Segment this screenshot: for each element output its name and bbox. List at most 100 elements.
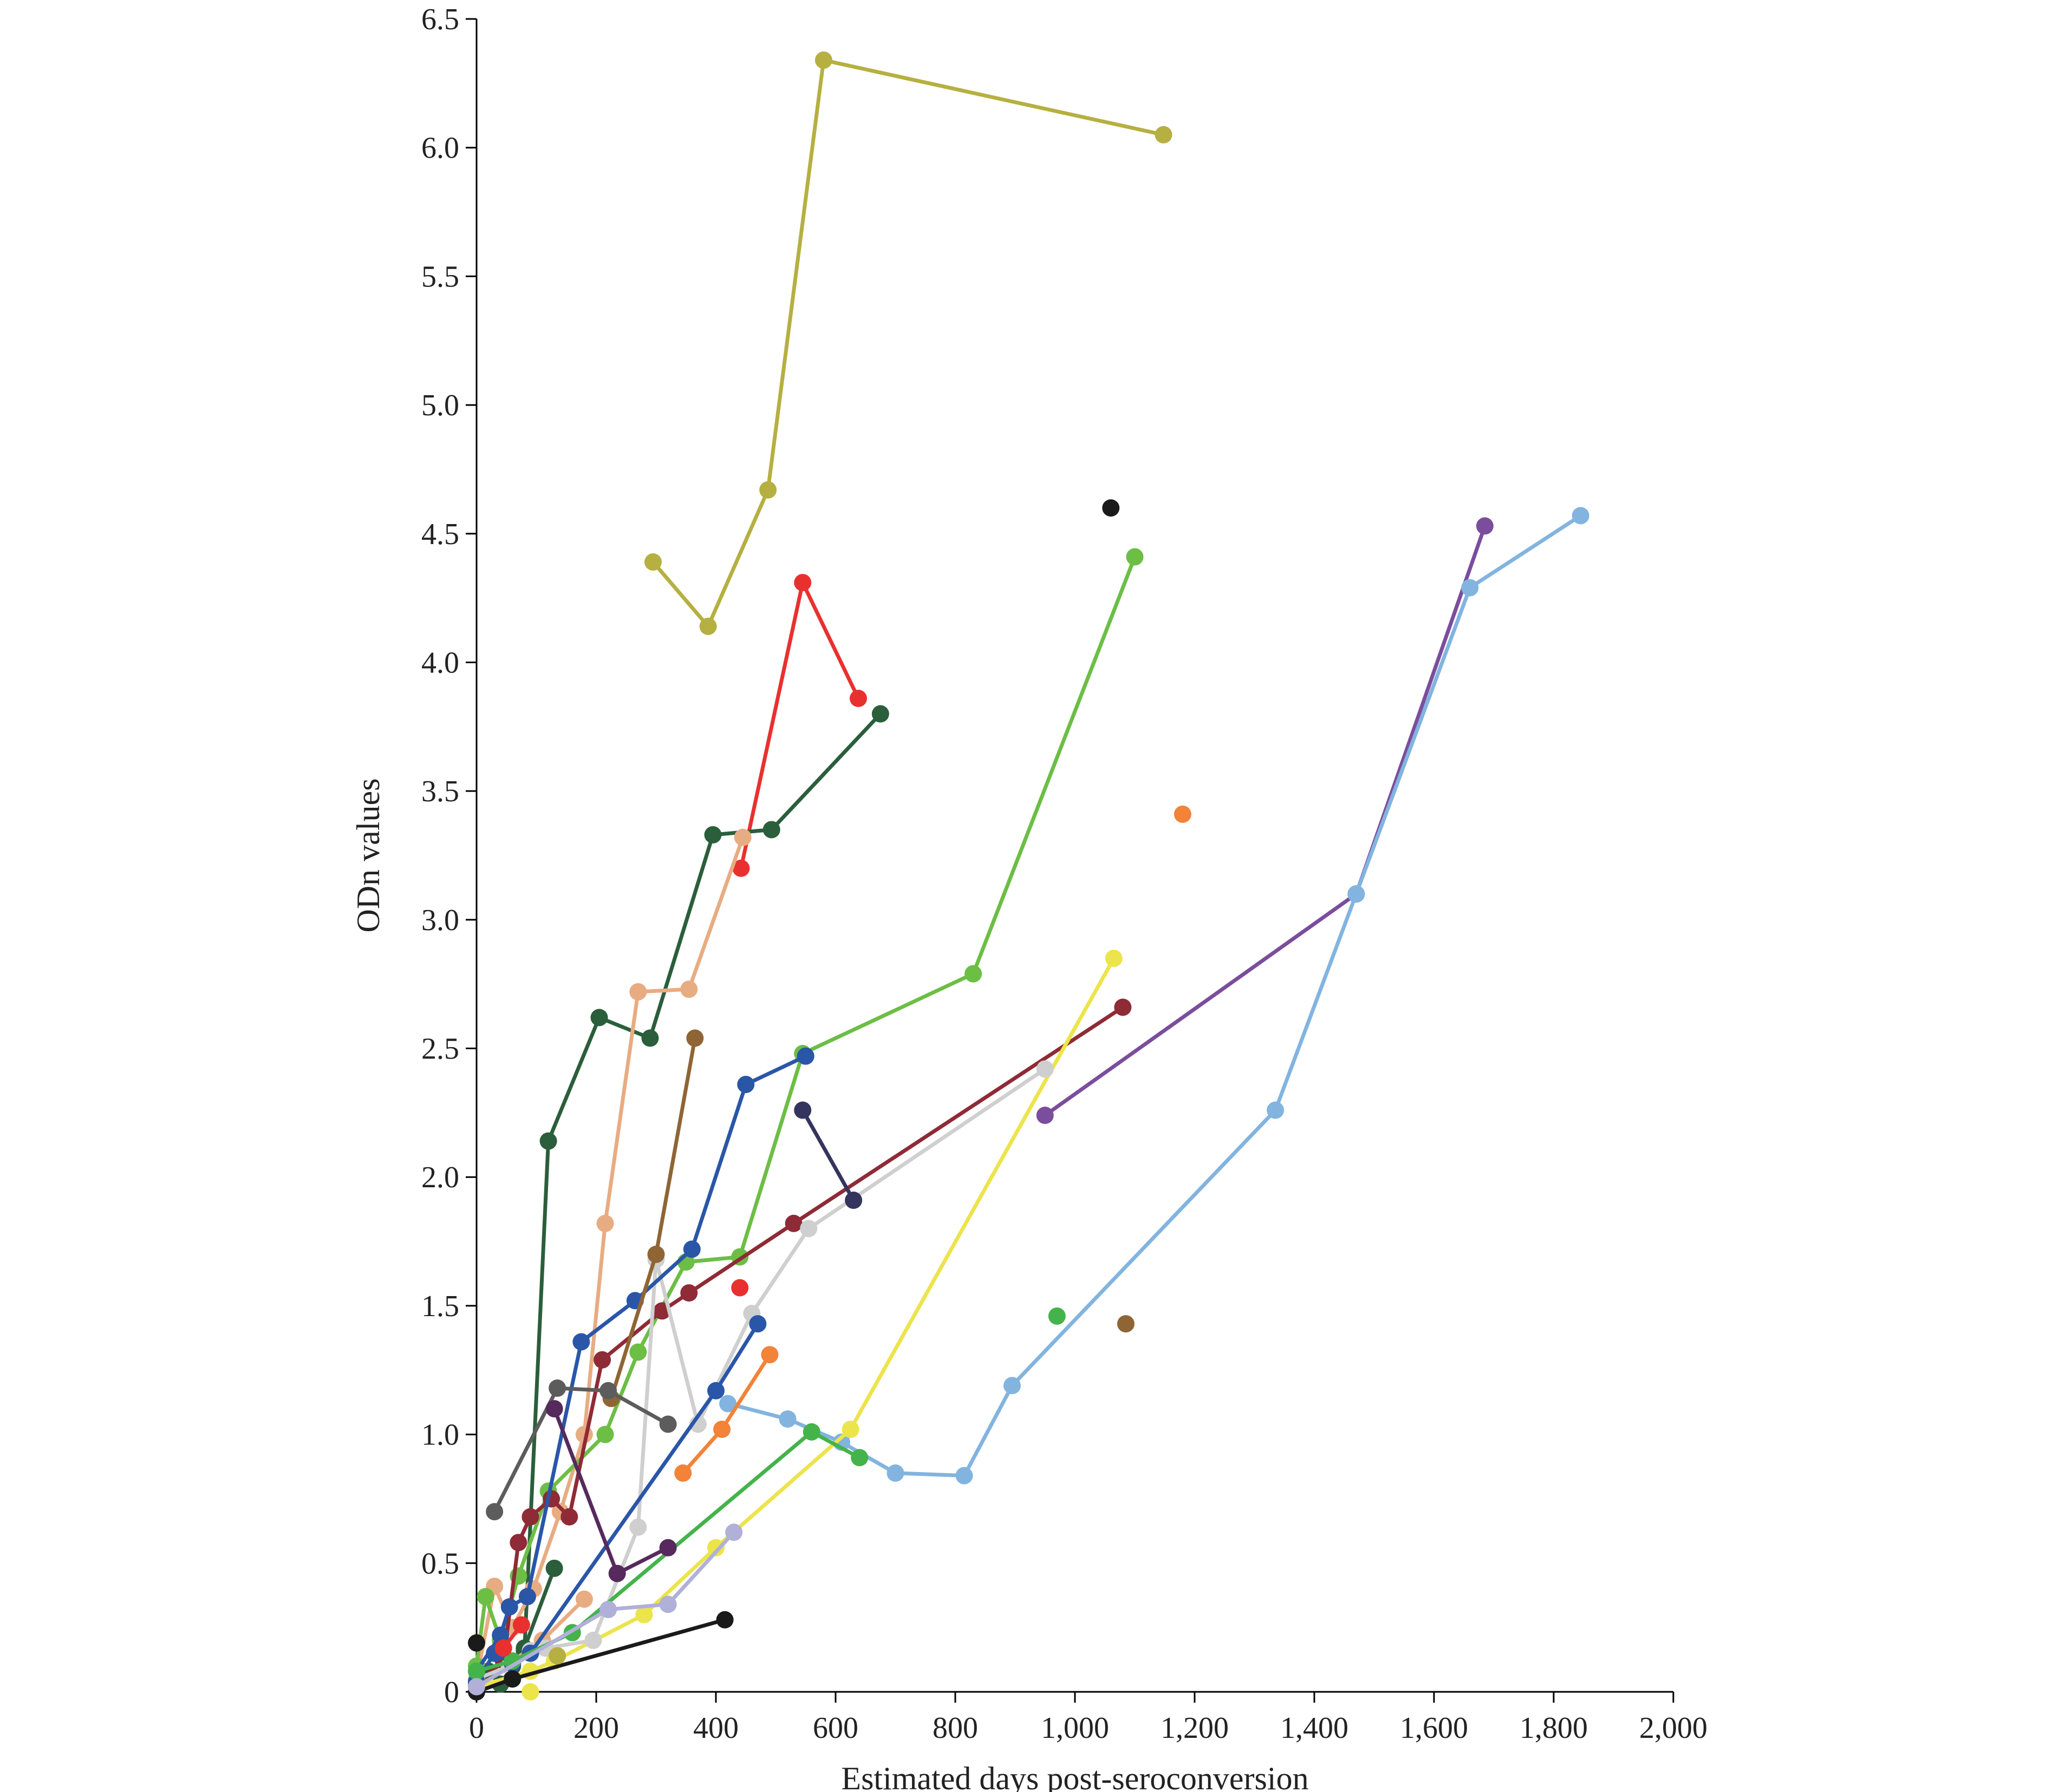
data-point [1102,499,1120,517]
series-21 [468,1523,743,1696]
data-point [659,1595,677,1613]
series-line [474,1530,736,1689]
y-tick-label: 6.5 [421,3,459,36]
data-point [521,1683,539,1701]
y-tick-label: 3.0 [421,904,459,937]
y-tick-label: 5.5 [421,260,459,293]
data-point [659,1415,677,1433]
y-tick-label: 1.0 [421,1418,459,1452]
data-point [1036,1060,1054,1078]
series-20 [545,1400,677,1582]
series-27 [731,1279,749,1297]
data-point [1267,1101,1285,1119]
y-tick-label: 2.0 [421,1161,459,1194]
data-point [1036,1107,1054,1124]
data-point [849,690,867,708]
data-point [518,1588,536,1606]
data-point [725,1523,743,1541]
data-point [803,1423,820,1441]
series-line [522,1566,557,1650]
x-tick-label: 1,600 [1400,1711,1468,1745]
data-point [572,1333,590,1351]
data-point [674,1464,692,1482]
data-point [886,1464,904,1482]
data-point [549,1379,566,1397]
data-point [1114,998,1132,1016]
data-point [594,1351,611,1369]
data-point [1174,805,1191,823]
series-9 [719,507,1589,1484]
data-point [512,1616,530,1634]
data-point [599,1382,617,1399]
data-point [732,859,750,877]
data-point [734,828,752,846]
x-tick-label: 1,800 [1520,1711,1588,1745]
data-point [731,1279,749,1297]
data-point [1155,126,1172,143]
data-point [641,1029,659,1047]
data-point [716,1611,734,1629]
series-line [492,1386,670,1514]
data-point [549,1647,566,1665]
data-point [659,1539,677,1556]
data-point [797,1047,814,1065]
data-point [477,1588,494,1606]
series-8 [1036,517,1494,1124]
data-point [494,1639,512,1657]
series-22 [794,1101,863,1209]
data-point [629,1518,647,1536]
data-point [629,983,647,1000]
data-point [713,1421,731,1438]
series-line [726,513,1583,1478]
series-line [474,712,883,1689]
data-point [521,1508,539,1526]
data-point [644,553,662,571]
data-point [719,1395,737,1412]
y-tick-label: 0.5 [421,1547,459,1580]
data-point [647,1245,665,1263]
data-point [814,51,832,69]
data-point [851,1449,869,1467]
data-point [545,1559,563,1577]
series-17 [486,1379,677,1521]
series-16 [602,1029,704,1408]
series-layer [468,51,1589,1701]
series-line [800,1108,856,1202]
y-tick-label: 1.5 [421,1290,459,1323]
data-point [680,1284,698,1302]
x-tick-label: 400 [693,1711,739,1745]
x-tick-label: 200 [573,1711,619,1745]
data-point [1003,1377,1021,1395]
series-12 [468,1060,1054,1688]
data-point [539,1132,557,1150]
data-point [584,1631,602,1649]
data-point [785,1214,803,1232]
data-point [779,1410,797,1428]
y-tick-label: 4.0 [421,646,459,679]
series-30 [549,1647,566,1665]
data-point [794,1101,812,1119]
series-29 [468,1634,485,1652]
data-point [468,1678,485,1696]
data-point [560,1508,578,1526]
data-point [510,1534,527,1552]
x-tick-label: 800 [933,1711,978,1745]
series-line [651,58,1166,629]
data-point [699,617,717,635]
data-point [707,1382,725,1399]
x-tick-label: 1,000 [1041,1711,1109,1745]
series-25 [1174,805,1191,823]
x-axis-title: Estimated days post-seroconversion [841,1761,1308,1792]
data-point [707,1539,725,1556]
data-point [545,1400,563,1418]
series-15 [674,1346,779,1482]
data-point [1572,507,1589,525]
y-tick-label: 0 [444,1676,459,1709]
data-point [871,705,889,723]
data-point [759,481,777,499]
data-point [800,1220,818,1238]
x-tick-label: 1,400 [1280,1711,1348,1745]
data-point [608,1565,626,1582]
series-31 [521,1683,539,1701]
